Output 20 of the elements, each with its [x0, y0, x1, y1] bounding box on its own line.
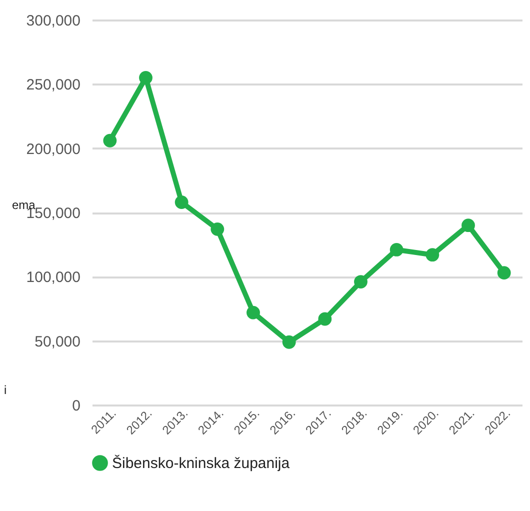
point: [139, 71, 152, 84]
point: [462, 218, 475, 232]
legend-label: Šibensko-kninska županija: [112, 454, 290, 472]
y-tick-label: 250,000: [26, 76, 80, 94]
point: [497, 266, 511, 280]
point: [103, 134, 117, 148]
y-tick-label: 100,000: [26, 269, 80, 286]
text: i: [4, 383, 7, 397]
point: [426, 248, 440, 262]
point: [174, 196, 188, 209]
point: [210, 222, 224, 236]
point: [318, 312, 332, 326]
y-tick-label: 0: [72, 398, 80, 414]
point: [354, 275, 368, 288]
point: [282, 335, 296, 349]
y-tick-label: 200,000: [26, 140, 80, 158]
y-tick-label: 50,000: [34, 333, 80, 350]
y-tick-label: 300,000: [26, 12, 80, 30]
point: [390, 243, 404, 256]
point: [246, 306, 260, 320]
